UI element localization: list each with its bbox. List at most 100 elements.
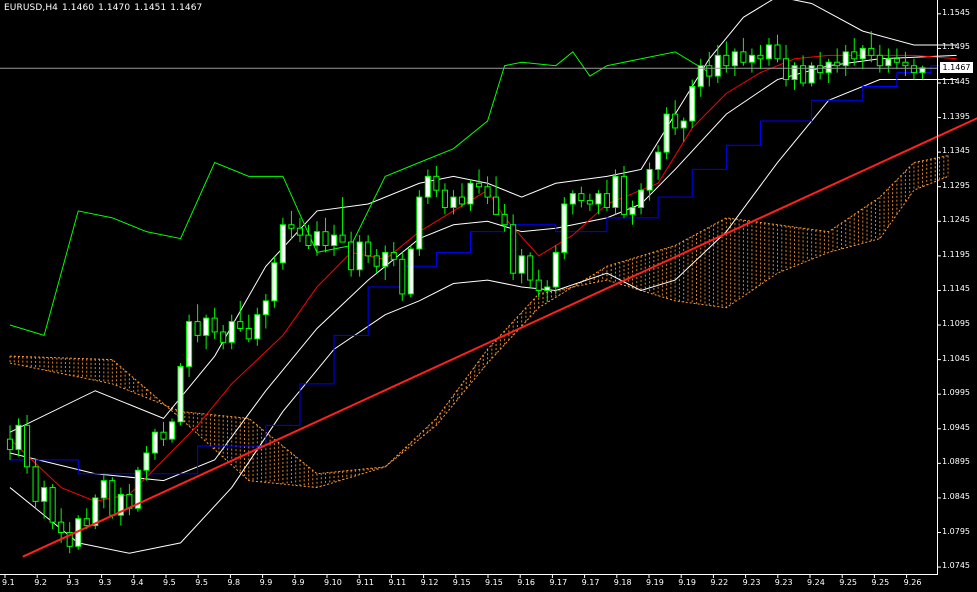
time-tick-label: 9.9 xyxy=(291,578,305,587)
time-tick-label: 9.15 xyxy=(485,578,503,587)
candle-body xyxy=(731,51,738,67)
candle-body xyxy=(313,231,321,247)
time-tick-label: 9.2 xyxy=(34,578,47,587)
candle xyxy=(151,428,159,460)
symbol-label: EURUSD,H4 xyxy=(4,3,59,13)
trendline[interactable] xyxy=(22,100,977,558)
candle xyxy=(868,31,875,63)
candle xyxy=(893,48,900,70)
candle xyxy=(254,307,261,346)
candle-body xyxy=(194,321,201,336)
candle-body xyxy=(433,175,440,191)
candle xyxy=(382,245,389,281)
candle xyxy=(168,418,176,443)
time-tick-label: 9.1 xyxy=(2,578,15,587)
candle-body xyxy=(910,65,918,74)
current-price-marker: 1.1467 xyxy=(940,62,973,74)
price-tick-label: 1.0945 xyxy=(942,422,970,432)
candle xyxy=(6,425,14,460)
candle-body xyxy=(510,224,517,274)
candle-body xyxy=(305,234,312,247)
candle-body xyxy=(714,54,721,77)
candle-body xyxy=(254,314,261,340)
candle-body xyxy=(834,61,841,67)
candle xyxy=(416,190,423,256)
candle-body xyxy=(740,51,747,63)
candle xyxy=(211,307,218,339)
candle-body xyxy=(416,196,423,250)
candle xyxy=(143,446,150,481)
candle-body xyxy=(646,168,653,191)
candle xyxy=(603,179,611,211)
candle xyxy=(655,145,662,180)
candle xyxy=(501,204,508,232)
candle xyxy=(637,183,645,215)
candle xyxy=(765,38,773,66)
candle-body xyxy=(271,262,278,302)
candle xyxy=(552,245,559,294)
candle xyxy=(49,484,56,530)
time-tick-label: 9.3 xyxy=(98,578,112,587)
candle xyxy=(348,231,355,277)
candle-body xyxy=(672,113,679,129)
candle xyxy=(100,473,107,509)
candle xyxy=(467,179,474,211)
candle xyxy=(535,269,542,298)
candle xyxy=(800,55,807,87)
candle-body xyxy=(680,120,687,129)
candle xyxy=(399,252,406,301)
candle xyxy=(220,325,227,350)
candle xyxy=(441,183,448,215)
time-tick-label: 9.17 xyxy=(549,578,568,587)
time-tick-label: 9.19 xyxy=(646,578,664,587)
candle xyxy=(475,169,483,194)
chikou-span xyxy=(9,51,710,337)
candle xyxy=(109,477,116,519)
candle xyxy=(126,484,133,516)
candle-body xyxy=(612,175,619,208)
candle-body xyxy=(373,255,380,267)
close-value: 1.1467 xyxy=(170,3,203,13)
candle-body xyxy=(885,58,892,67)
candle xyxy=(706,51,713,87)
candle-body xyxy=(424,175,431,198)
candle-body xyxy=(757,54,764,60)
price-tick-label: 1.1345 xyxy=(942,146,970,156)
candle-body xyxy=(15,424,22,451)
candle-body xyxy=(467,182,474,205)
candle xyxy=(834,48,841,73)
candle-body xyxy=(109,480,116,516)
time-tick-label: 9.22 xyxy=(710,578,729,587)
candle-body xyxy=(586,200,593,205)
kijun-sen xyxy=(10,65,957,475)
candle-body xyxy=(868,47,875,56)
candle-body xyxy=(595,193,602,205)
time-tick-label: 9.16 xyxy=(517,578,535,587)
symbol-header: EURUSD,H4 1.1460 1.1470 1.1451 1.1467 xyxy=(4,3,206,13)
candle xyxy=(41,480,48,519)
candle xyxy=(672,100,679,135)
price-tick-label: 1.1495 xyxy=(942,42,970,52)
candle-body xyxy=(441,189,448,208)
candle-body xyxy=(859,47,866,60)
candle-body xyxy=(66,532,73,547)
time-tick-label: 9.25 xyxy=(839,578,857,587)
candle xyxy=(484,176,491,205)
candle-body xyxy=(501,213,508,226)
candle xyxy=(160,421,167,447)
candle-body xyxy=(245,327,252,340)
candle xyxy=(791,62,798,90)
time-tick-label: 9.3 xyxy=(66,578,80,587)
candle-body xyxy=(552,251,559,288)
time-tick-label: 9.9 xyxy=(259,578,273,587)
candle xyxy=(902,51,909,77)
price-tick-label: 1.0995 xyxy=(942,388,970,398)
candle xyxy=(697,58,704,97)
candle xyxy=(83,508,90,530)
candle-body xyxy=(893,58,900,63)
candle-body xyxy=(407,248,414,295)
candle-body xyxy=(390,251,397,260)
candle-body xyxy=(143,452,150,471)
